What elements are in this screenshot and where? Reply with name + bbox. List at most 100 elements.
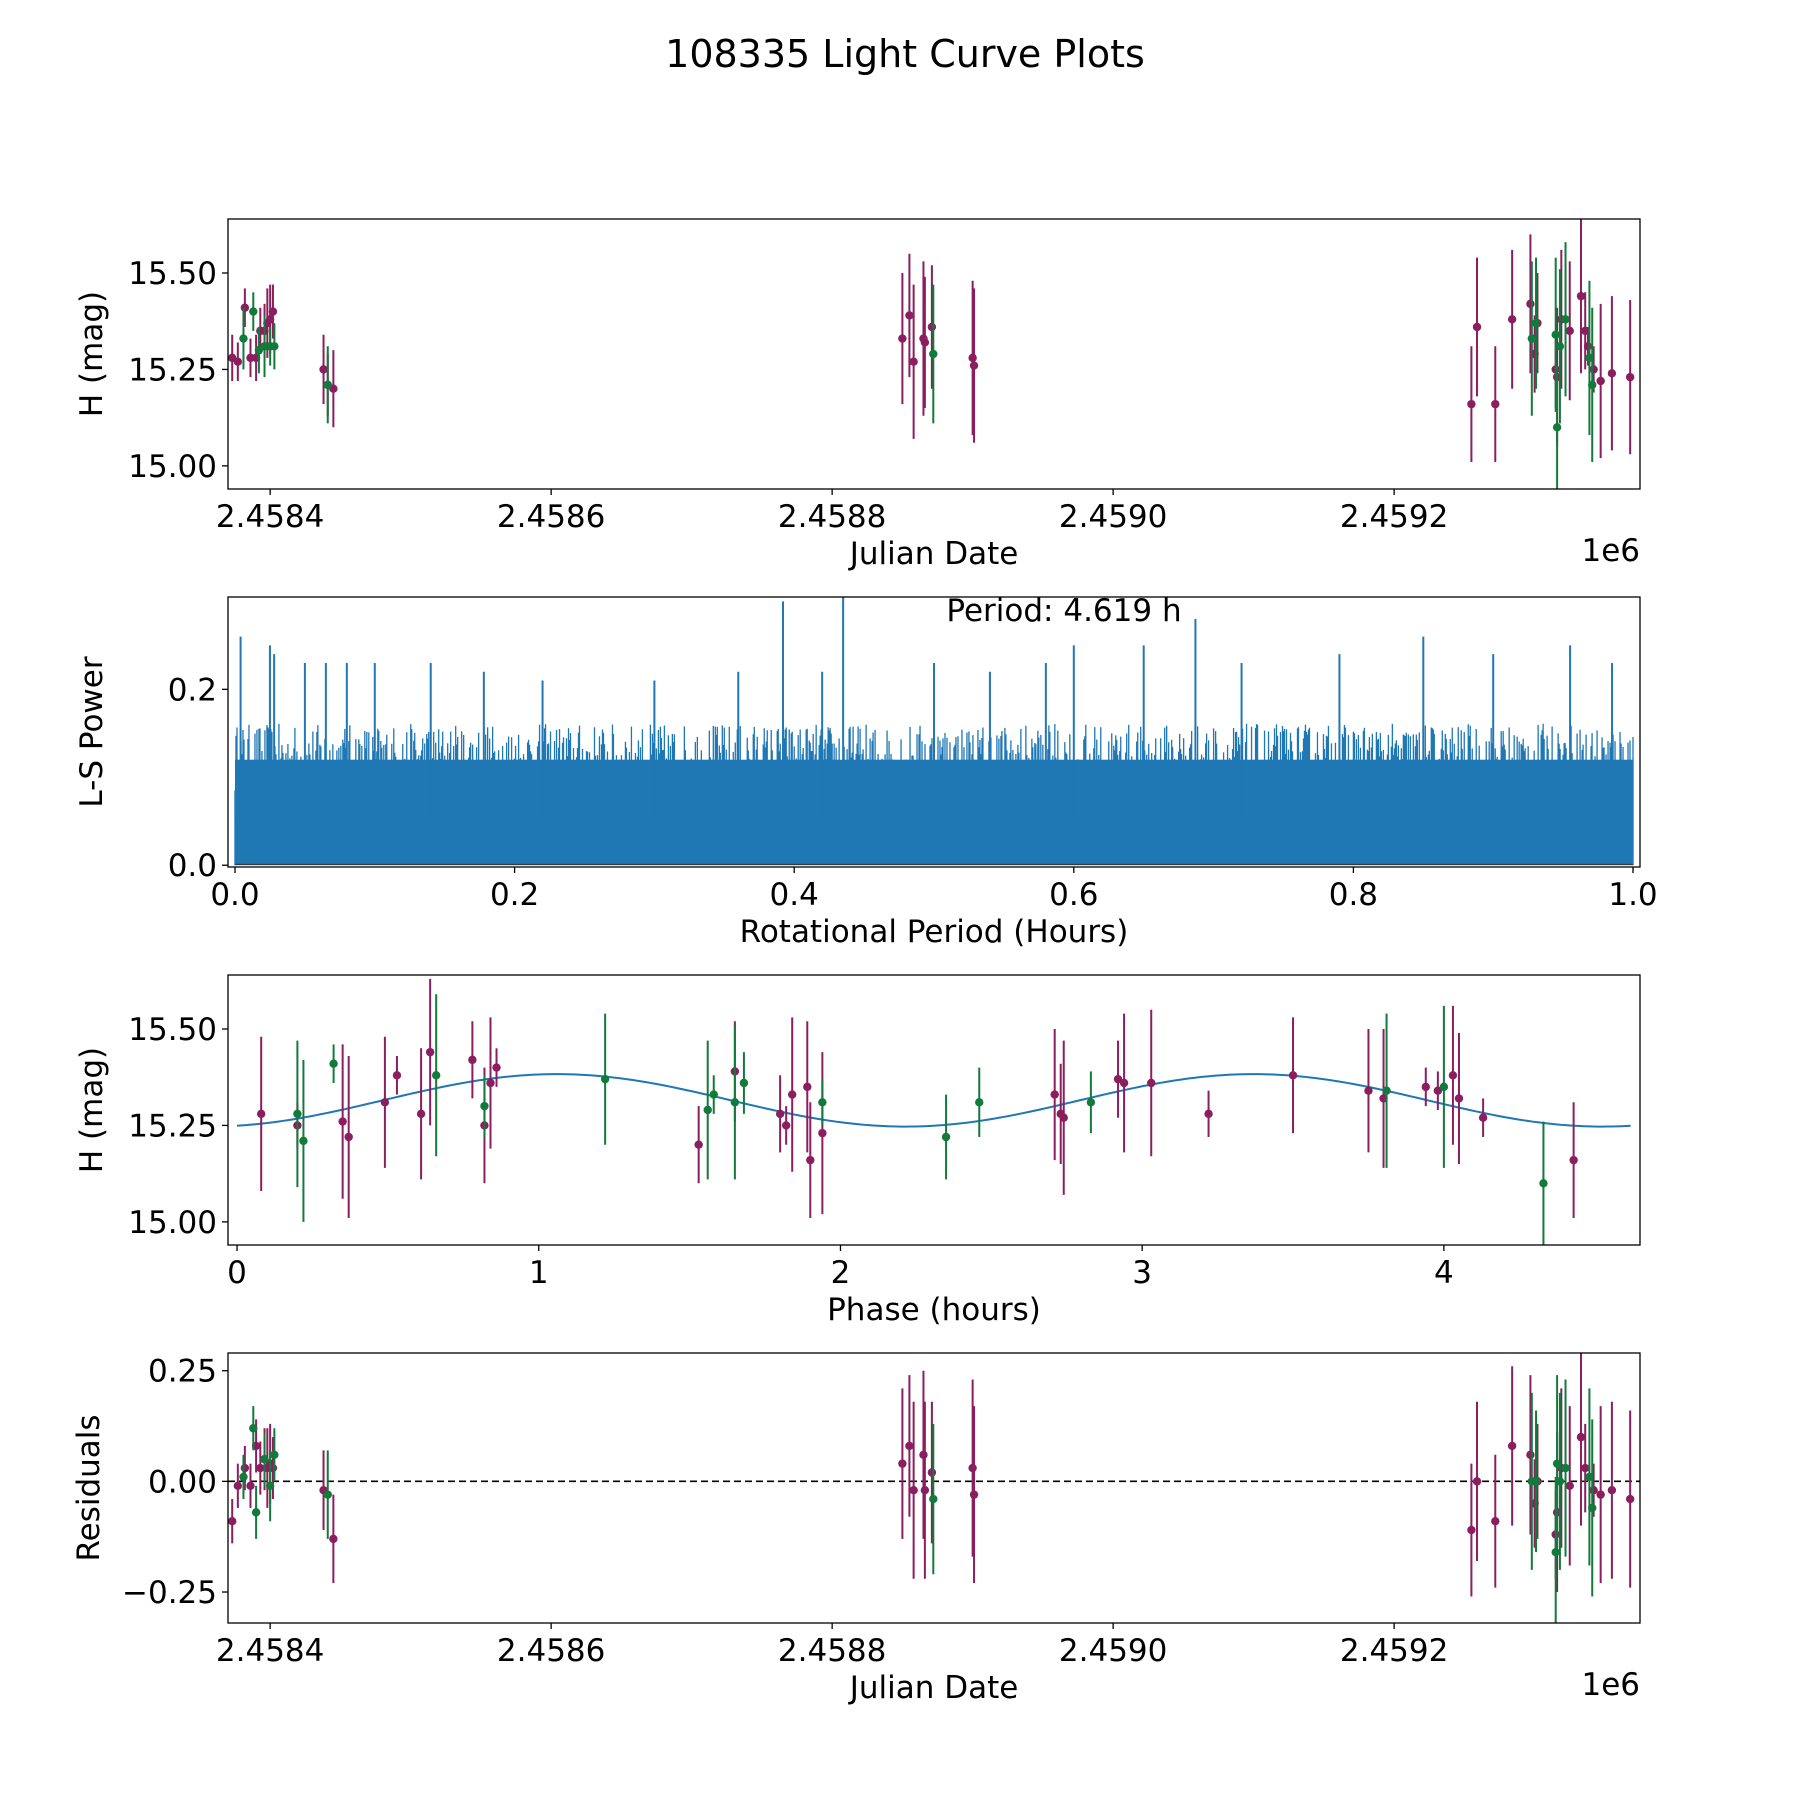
data-point: [781, 1121, 791, 1130]
x-axis-label: Julian Date: [848, 536, 1019, 572]
data-point: [1555, 1477, 1565, 1486]
data-point: [293, 1109, 302, 1119]
y-axis-label: H (mag): [74, 1047, 110, 1173]
axes-layer: 2.4584 2.4586 2.4588 2.4590 2.4592 15.00 15.25…: [71, 218, 1658, 1706]
data-point: [260, 1455, 269, 1464]
x-axis-label: Rotational Period (Hours): [740, 914, 1129, 950]
chart-lc: 2.4584 2.4586 2.4588 2.4590 2.4592 15.00 15.25…: [74, 218, 1641, 572]
x-tick-label: 2.4586: [497, 1633, 605, 1669]
data-point: [249, 307, 258, 316]
data-point: [251, 1508, 261, 1517]
x-tick-label: 2.4588: [778, 499, 886, 535]
data-point: [905, 311, 914, 320]
data-point: [1531, 1477, 1541, 1486]
data-point: [1576, 291, 1586, 301]
axes-frame: [227, 596, 1641, 868]
plot-area-ls: [234, 597, 1634, 866]
x-tick-label: 2.4586: [497, 499, 605, 535]
y-tick-label: 0.00: [148, 1464, 217, 1500]
data-point: [1421, 1082, 1430, 1092]
data-point: [1113, 1074, 1123, 1084]
data-point: [270, 1450, 279, 1460]
data-point: [1581, 1463, 1590, 1473]
data-point: [909, 1486, 918, 1495]
data-point: [1607, 369, 1617, 378]
data-point: [233, 357, 243, 366]
y-tick-label: 0.25: [148, 1354, 217, 1390]
data-point: [431, 1071, 441, 1080]
data-point: [246, 1481, 255, 1490]
data-point: [1472, 1477, 1482, 1486]
y-axis-label: Residuals: [71, 1414, 107, 1561]
plot-area-res: [228, 1353, 1640, 1623]
data-point: [1569, 1155, 1578, 1165]
data-point: [905, 1441, 914, 1451]
data-point: [1539, 1179, 1548, 1188]
chart-phase: 0 1 2 3 4 15.00 15.25 15.50 Phase (hours) H (mag): [74, 974, 1641, 1328]
y-tick-label: 15.25: [128, 352, 217, 388]
x-tick-label: 0.8: [1329, 877, 1378, 913]
data-point: [392, 1071, 402, 1080]
data-point: [319, 365, 328, 374]
data-point: [1288, 1071, 1298, 1080]
data-point: [1472, 322, 1482, 332]
x-offset-label: 1e6: [1581, 533, 1640, 569]
data-point: [920, 1486, 930, 1495]
data-point: [329, 1059, 338, 1068]
data-point: [927, 322, 937, 332]
data-point: [818, 1098, 827, 1107]
data-point: [920, 338, 930, 347]
data-point: [929, 1494, 938, 1504]
data-point: [239, 334, 248, 343]
data-point: [270, 342, 279, 351]
data-point: [1147, 1078, 1156, 1088]
plot-area-lc: [228, 219, 1635, 489]
y-tick-label: 15.00: [128, 449, 217, 485]
data-point: [1439, 1082, 1449, 1092]
data-point: [898, 1459, 907, 1468]
data-point: [739, 1078, 749, 1088]
data-point: [323, 380, 332, 390]
data-point: [1526, 299, 1535, 309]
x-tick-label: 2.4590: [1059, 499, 1167, 535]
data-point: [1565, 1481, 1574, 1490]
data-point: [1526, 1450, 1535, 1460]
data-point: [233, 1481, 243, 1490]
figure-title: 108335 Light Curve Plots: [665, 32, 1145, 76]
data-point: [1588, 380, 1597, 390]
data-point: [1119, 1078, 1129, 1088]
fit-curve: [236, 1073, 1631, 1128]
x-tick-label: 2: [831, 1255, 851, 1291]
data-point: [969, 361, 979, 370]
data-point: [1561, 1463, 1570, 1473]
data-point: [1588, 1503, 1597, 1513]
x-tick-label: 0.4: [770, 877, 819, 913]
y-axis-label: L-S Power: [74, 656, 110, 807]
y-tick-label: 15.50: [128, 256, 217, 292]
data-point: [1467, 399, 1476, 409]
data-point: [1433, 1086, 1443, 1095]
data-point: [1491, 1516, 1500, 1526]
data-point: [1565, 326, 1574, 336]
data-point: [1596, 376, 1605, 386]
data-point: [492, 1063, 501, 1072]
data-point: [268, 307, 278, 316]
data-point: [1596, 1490, 1605, 1499]
data-point: [1478, 1113, 1488, 1122]
data-point: [1507, 1441, 1517, 1451]
x-tick-label: 2.4592: [1340, 1633, 1448, 1669]
x-tick-label: 2.4588: [778, 1633, 886, 1669]
data-point: [787, 1090, 797, 1099]
y-tick-label: 15.25: [128, 1108, 217, 1144]
chart-ls: Period: 4.619 h 0.0 0.2 0.4 0.6 0.8 1.0 0.0 0.2 R…: [74, 593, 1658, 950]
data-point: [968, 1463, 977, 1473]
data-point: [694, 1140, 703, 1149]
x-tick-label: 2.4584: [216, 1633, 324, 1669]
y-tick-label: −0.25: [122, 1575, 217, 1611]
data-point: [338, 1117, 347, 1126]
data-point: [975, 1098, 984, 1107]
data-point: [468, 1055, 477, 1065]
data-point: [818, 1128, 827, 1138]
data-point: [1607, 1486, 1617, 1495]
